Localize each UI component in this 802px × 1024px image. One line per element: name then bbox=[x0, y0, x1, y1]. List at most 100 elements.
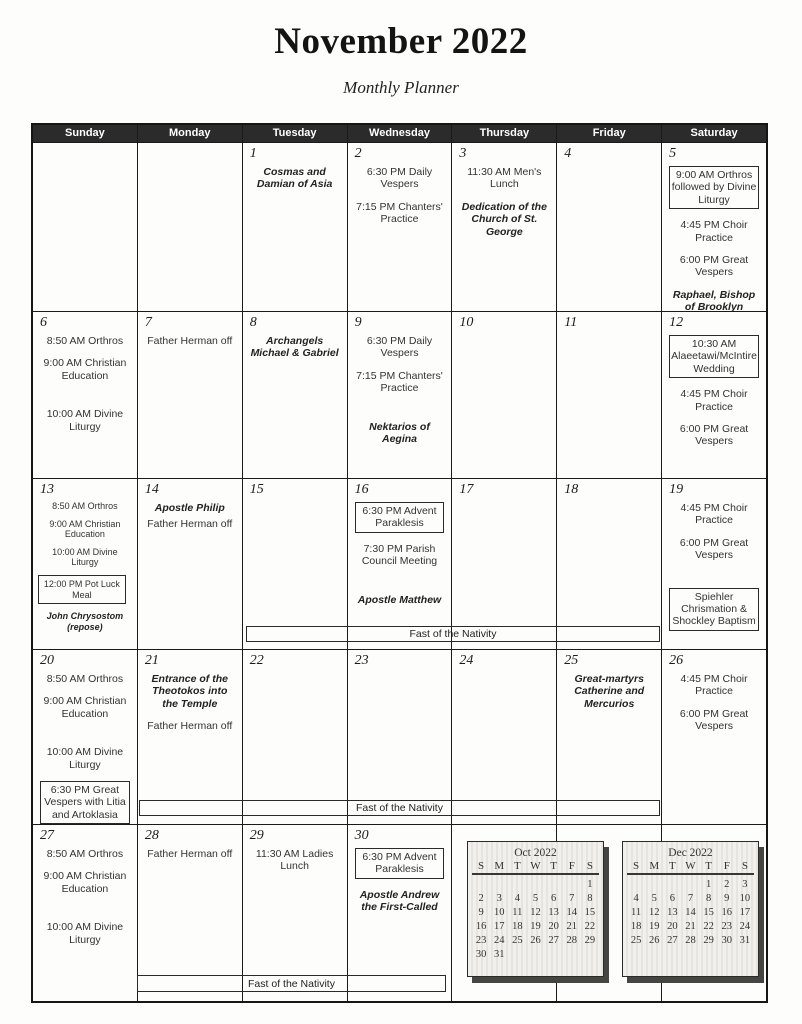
calendar-grid: Sunday Monday Tuesday Wednesday Thursday Frid… bbox=[33, 125, 766, 1001]
page-title: November 2022 bbox=[274, 21, 528, 62]
mini-date: 14 bbox=[685, 906, 696, 918]
boxed-event: 6:30 PM Advent Paraklesis bbox=[354, 848, 445, 879]
day-cell: 20 8:50 AM Orthros 9:00 AM Christian Educa… bbox=[33, 650, 137, 824]
day-number: 14 bbox=[144, 482, 159, 497]
weekday-header: Sunday bbox=[33, 125, 137, 142]
weekday-header: Monday bbox=[137, 125, 242, 142]
event-text: 8:50 AM Orthros bbox=[46, 848, 124, 860]
event-text: 8:50 AM Orthros bbox=[52, 501, 118, 511]
event-text: 4:45 PM Choir Practice bbox=[680, 388, 748, 413]
day-cell: 28 Father Herman off bbox=[137, 825, 242, 1001]
mini-date: 17 bbox=[739, 906, 751, 918]
mini-date: 8 bbox=[706, 892, 712, 904]
mini-day-header: T bbox=[668, 860, 676, 872]
mini-date: 16 bbox=[475, 920, 487, 932]
boxed-event: 12:00 PM Pot Luck Meal bbox=[38, 575, 126, 605]
event-text: 6:30 PM Daily Vespers bbox=[366, 335, 433, 360]
event-text: 11:30 AM Ladies Lunch bbox=[255, 848, 334, 873]
mini-date: 15 bbox=[584, 906, 596, 918]
mini-date: 11 bbox=[631, 906, 642, 918]
day-cell: 9 6:30 PM Daily Vespers 7:15 PM Chanters' … bbox=[347, 312, 452, 478]
day-number: 23 bbox=[354, 653, 369, 668]
mini-date: 1 bbox=[587, 878, 593, 890]
mini-date: 13 bbox=[667, 906, 678, 918]
day-number: 17 bbox=[459, 482, 474, 497]
mini-date: 19 bbox=[530, 920, 541, 932]
event-text: Father Herman off bbox=[147, 848, 233, 860]
day-number: 16 bbox=[354, 482, 369, 497]
mini-date: 18 bbox=[512, 920, 523, 932]
event-text: 7:15 PM Chanters' Practice bbox=[356, 369, 443, 395]
day-cell: 21 Entrance of the Theotokos into the Tem… bbox=[137, 650, 242, 824]
mini-date: 24 bbox=[493, 934, 505, 946]
mini-calendar-title: Dec 2022 bbox=[668, 847, 713, 859]
event-text: 10:00 AM Divine Liturgy bbox=[46, 746, 124, 771]
mini-date bbox=[581, 947, 599, 961]
mini-date: 5 bbox=[532, 892, 539, 904]
day-number: 15 bbox=[249, 482, 264, 497]
mini-date: 2 bbox=[724, 878, 730, 890]
day-cell: 10 bbox=[452, 312, 557, 478]
boxed-event: Spiehler Chrismation & Shockley Baptism bbox=[669, 587, 759, 631]
event-text: 11:30 AM Men's Lunch bbox=[467, 166, 542, 191]
weekday-header: Friday bbox=[557, 125, 662, 142]
mini-date: 19 bbox=[648, 920, 660, 932]
day-cell: 18 bbox=[557, 479, 662, 649]
event-text: 6:00 PM Great Vespers bbox=[679, 536, 749, 562]
mini-date: 12 bbox=[648, 906, 660, 918]
mini-date bbox=[545, 877, 563, 891]
saint-label: Archangels Michael & Gabriel bbox=[250, 335, 339, 360]
mini-day-header: T bbox=[550, 860, 557, 872]
mini-date: 20 bbox=[667, 920, 678, 932]
boxed-event: 6:30 PM Advent Paraklesis bbox=[354, 502, 445, 533]
mini-date bbox=[526, 947, 544, 961]
day-cell: 24 bbox=[452, 650, 557, 824]
mini-date: 26 bbox=[530, 934, 541, 946]
mini-date: 23 bbox=[475, 934, 487, 946]
mini-header-divider bbox=[472, 873, 599, 875]
mini-date: 9 bbox=[478, 906, 484, 918]
mini-date: 4 bbox=[514, 892, 520, 904]
day-number: 29 bbox=[249, 828, 264, 843]
mini-date: 25 bbox=[630, 934, 642, 946]
event-text: 4:45 PM Choir Practice bbox=[680, 673, 748, 698]
mini-day-header: S bbox=[633, 860, 640, 872]
nativity-fast-label: Fast of the Nativity bbox=[248, 977, 335, 990]
mini-date: 1 bbox=[706, 878, 712, 890]
mini-date: 10 bbox=[493, 906, 505, 918]
day-cell: 7 Father Herman off bbox=[137, 312, 242, 478]
mini-date: 14 bbox=[566, 906, 578, 918]
mini-date: 10 bbox=[739, 892, 751, 904]
day-number: 22 bbox=[249, 653, 264, 668]
day-cell: 12 10:30 AM Alaeetawi/McIntire Wedding 4:4… bbox=[662, 312, 766, 478]
mini-day-header: M bbox=[649, 860, 660, 872]
nativity-fast-label: Fast of the Nativity bbox=[356, 802, 443, 814]
mini-date: 27 bbox=[548, 934, 559, 946]
day-cell: 3 11:30 AM Men's Lunch Dedication of the C… bbox=[452, 143, 557, 311]
mini-day-header: S bbox=[741, 860, 748, 872]
mini-date: 18 bbox=[630, 920, 642, 932]
saint-label: Nektarios of Aegina bbox=[369, 420, 430, 445]
mini-date: 25 bbox=[512, 934, 523, 946]
day-number: 20 bbox=[40, 653, 54, 668]
mini-date: 22 bbox=[703, 920, 714, 932]
day-number: 10 bbox=[459, 315, 474, 330]
day-number: 19 bbox=[669, 482, 684, 497]
mini-date: 11 bbox=[512, 906, 523, 918]
day-number: 6 bbox=[40, 315, 47, 330]
day-number: 27 bbox=[40, 828, 54, 843]
mini-date: 30 bbox=[721, 934, 733, 946]
day-cell bbox=[137, 143, 242, 311]
day-cell: 14 Apostle Philip Father Herman off bbox=[137, 479, 242, 649]
mini-date: 24 bbox=[739, 920, 751, 932]
event-text: Father Herman off bbox=[147, 335, 233, 347]
mini-date bbox=[508, 947, 526, 961]
event-text: Father Herman off bbox=[147, 518, 233, 531]
mini-date bbox=[526, 877, 544, 891]
mini-day-header: T bbox=[705, 860, 712, 872]
month-calendar: Sunday Monday Tuesday Wednesday Thursday Frid… bbox=[31, 123, 768, 1003]
mini-date: 27 bbox=[667, 934, 678, 946]
day-cell: 13 8:50 AM Orthros 9:00 AM Christian Educa… bbox=[33, 479, 137, 649]
event-text: 8:50 AM Orthros bbox=[46, 335, 124, 347]
saint-label: John Chrysostom (repose) bbox=[46, 611, 124, 632]
